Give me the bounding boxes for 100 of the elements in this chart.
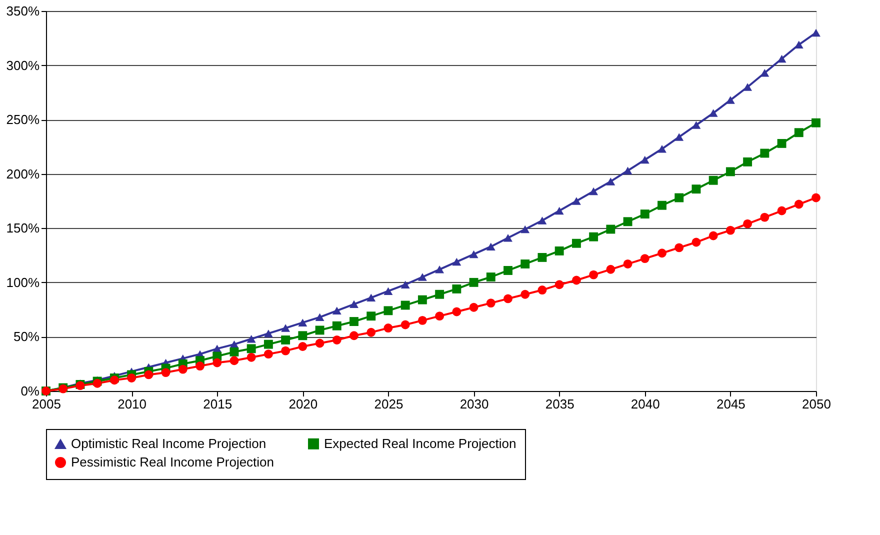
point: [692, 238, 701, 247]
y-tick-label: 100%: [6, 274, 40, 290]
point: [658, 248, 666, 258]
point: [298, 331, 308, 340]
point: [572, 197, 581, 205]
point: [692, 121, 701, 129]
point: [350, 300, 358, 308]
point: [794, 200, 804, 209]
point: [777, 206, 786, 216]
point: [469, 250, 478, 258]
x-tick-label: 2010: [118, 396, 147, 412]
y-tick-label: 200%: [6, 166, 40, 182]
x-tick-label: 2050: [802, 396, 831, 412]
point: [144, 370, 154, 380]
point: [264, 340, 273, 349]
point: [350, 331, 358, 340]
point: [315, 313, 324, 322]
point: [486, 242, 496, 250]
point: [708, 176, 718, 185]
point: [246, 335, 256, 343]
point: [384, 306, 393, 316]
point: [572, 238, 581, 248]
point: [315, 326, 324, 335]
point: [606, 178, 616, 186]
point: [400, 300, 410, 310]
point: [504, 234, 512, 242]
point: [418, 316, 427, 325]
point: [520, 290, 530, 299]
point: [504, 266, 512, 275]
x-tick-label: 2015: [203, 396, 232, 412]
point: [658, 145, 666, 153]
x-tick-label: 2020: [288, 396, 318, 412]
point: [230, 347, 239, 356]
point: [469, 278, 478, 287]
point: [554, 246, 564, 256]
point: [281, 324, 290, 332]
point: [726, 167, 735, 176]
point: [572, 276, 581, 285]
point: [264, 350, 273, 359]
point: [332, 321, 342, 330]
point: [246, 344, 256, 354]
point: [315, 338, 324, 348]
point: [350, 317, 358, 326]
y-tick-label: 150%: [6, 220, 40, 236]
point: [777, 54, 786, 63]
point: [623, 260, 632, 268]
point: [178, 364, 188, 374]
point: [674, 243, 684, 252]
point: [520, 260, 530, 268]
y-tick-label: 300%: [6, 58, 40, 73]
point: [708, 109, 718, 117]
point: [332, 306, 342, 315]
point: [384, 287, 393, 295]
point: [812, 28, 820, 37]
point: [384, 324, 393, 332]
point: [708, 231, 718, 240]
point: [127, 374, 136, 382]
point: [812, 118, 820, 128]
point: [777, 138, 786, 148]
point: [692, 184, 701, 194]
point: [332, 336, 342, 344]
point: [589, 187, 598, 196]
point: [298, 342, 308, 351]
point: [812, 193, 820, 202]
point: [452, 258, 462, 266]
point: [760, 69, 770, 77]
point: [760, 212, 770, 222]
point: [281, 336, 290, 344]
y-tick-label: 350%: [6, 4, 40, 18]
point: [538, 286, 547, 294]
point: [366, 328, 376, 337]
legend-label: Expected Real Income Projection: [324, 436, 516, 451]
point: [640, 210, 650, 218]
point: [520, 225, 530, 234]
point: [366, 312, 376, 321]
point: [623, 166, 632, 174]
point: [589, 270, 598, 280]
point: [640, 156, 650, 164]
x-tick-label: 2030: [460, 396, 489, 412]
point: [435, 266, 444, 274]
point: [606, 264, 616, 274]
point: [400, 280, 410, 288]
point: [264, 330, 273, 338]
point: [760, 148, 770, 158]
point: [298, 318, 308, 326]
point: [554, 280, 564, 290]
point: [554, 206, 564, 215]
point: [400, 320, 410, 330]
x-tick-label: 2035: [545, 396, 574, 412]
point: [196, 362, 204, 370]
point: [212, 358, 222, 368]
point: [486, 298, 496, 308]
point: [452, 284, 462, 294]
point: [161, 368, 170, 378]
legend-label: Optimistic Real Income Projection: [71, 436, 266, 452]
point: [743, 83, 752, 91]
point: [538, 252, 547, 262]
point: [452, 307, 462, 316]
point: [606, 224, 616, 234]
point: [230, 356, 239, 366]
